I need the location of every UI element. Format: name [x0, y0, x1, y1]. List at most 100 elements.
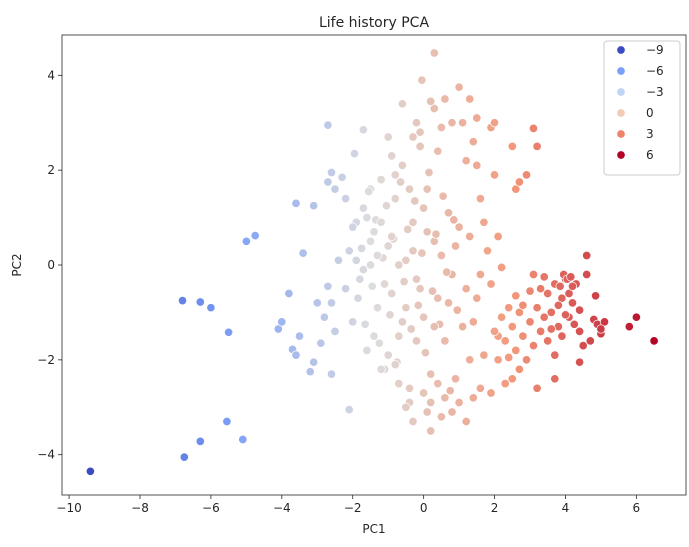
data-point [195, 436, 205, 446]
legend-label: 0 [646, 106, 654, 120]
data-point [504, 303, 514, 313]
x-tick-label: −8 [131, 501, 149, 515]
data-point [500, 336, 510, 346]
data-point [454, 222, 464, 232]
data-point [362, 213, 372, 223]
data-point [404, 383, 415, 393]
data-point [525, 286, 535, 296]
data-point [413, 300, 423, 310]
data-point [426, 369, 436, 379]
data-point [489, 326, 500, 336]
data-point [489, 170, 500, 180]
data-point [546, 324, 556, 334]
data-point [427, 286, 438, 296]
data-point [376, 364, 386, 374]
data-point [560, 310, 571, 320]
data-point [241, 236, 251, 246]
x-tick-label: −2 [344, 501, 362, 515]
legend: −9 −6 −3 0 3 6 [603, 40, 681, 176]
data-point [401, 402, 411, 412]
data-point [316, 338, 326, 348]
data-point [404, 184, 415, 194]
legend-marker [616, 87, 626, 97]
y-axis-ticks: −4 −2 0 2 4 [37, 68, 62, 462]
data-point [482, 246, 493, 256]
data-point [489, 118, 500, 128]
data-point [206, 303, 216, 313]
legend-marker [616, 45, 626, 55]
data-point [85, 466, 95, 476]
data-point [401, 255, 411, 265]
y-axis-label: PC2 [10, 253, 24, 276]
data-point [493, 355, 503, 365]
legend-marker [616, 129, 626, 139]
data-point [472, 113, 482, 123]
data-point [631, 312, 641, 322]
data-point [433, 293, 443, 303]
data-point [429, 103, 439, 114]
y-tick-label: 0 [47, 258, 55, 272]
data-point [369, 227, 379, 237]
data-point [461, 416, 471, 427]
data-point [461, 156, 471, 166]
data-point [396, 177, 406, 187]
data-point [422, 184, 432, 194]
data-point [408, 217, 418, 227]
data-point [330, 326, 340, 336]
data-point [323, 281, 333, 291]
data-point [514, 364, 524, 374]
data-point [528, 123, 539, 133]
legend-marker [616, 66, 626, 76]
data-point [566, 272, 576, 282]
x-axis-label: PC1 [362, 522, 385, 536]
data-point [309, 201, 319, 211]
data-point [440, 393, 450, 403]
data-point [401, 303, 411, 313]
data-point [567, 298, 578, 308]
data-point [497, 262, 507, 272]
data-point [397, 317, 407, 327]
y-tick-label: −4 [37, 448, 55, 462]
data-point [353, 293, 363, 303]
data-point [380, 279, 390, 289]
data-point [443, 208, 454, 218]
data-point [411, 118, 422, 128]
data-point [465, 355, 475, 365]
x-tick-label: 0 [420, 501, 428, 515]
data-point [383, 241, 393, 251]
data-point [426, 96, 436, 106]
data-point [394, 379, 404, 389]
data-point [348, 222, 358, 232]
data-point [360, 319, 370, 329]
data-point [277, 317, 287, 327]
data-point [410, 196, 420, 206]
data-point [348, 317, 358, 327]
data-point [357, 243, 367, 253]
data-point [550, 374, 560, 384]
data-point [461, 284, 471, 294]
data-point [344, 405, 354, 415]
data-point [298, 248, 308, 258]
data-point [431, 229, 441, 239]
data-point [521, 355, 532, 365]
data-point [358, 203, 368, 213]
data-point [518, 331, 528, 341]
data-point [337, 172, 347, 182]
data-point [454, 82, 464, 92]
data-point [479, 350, 489, 360]
data-point [424, 167, 434, 178]
data-point [578, 341, 588, 351]
data-point [507, 322, 517, 332]
data-point [582, 269, 592, 280]
data-point [440, 94, 450, 104]
x-tick-label: −10 [56, 501, 81, 515]
data-point [564, 288, 574, 299]
data-point [511, 184, 521, 194]
data-point [374, 338, 384, 348]
data-point [557, 331, 567, 341]
data-point [553, 300, 563, 310]
data-point [387, 231, 397, 242]
data-point [436, 122, 446, 133]
data-point [383, 350, 393, 360]
data-point [532, 383, 542, 393]
